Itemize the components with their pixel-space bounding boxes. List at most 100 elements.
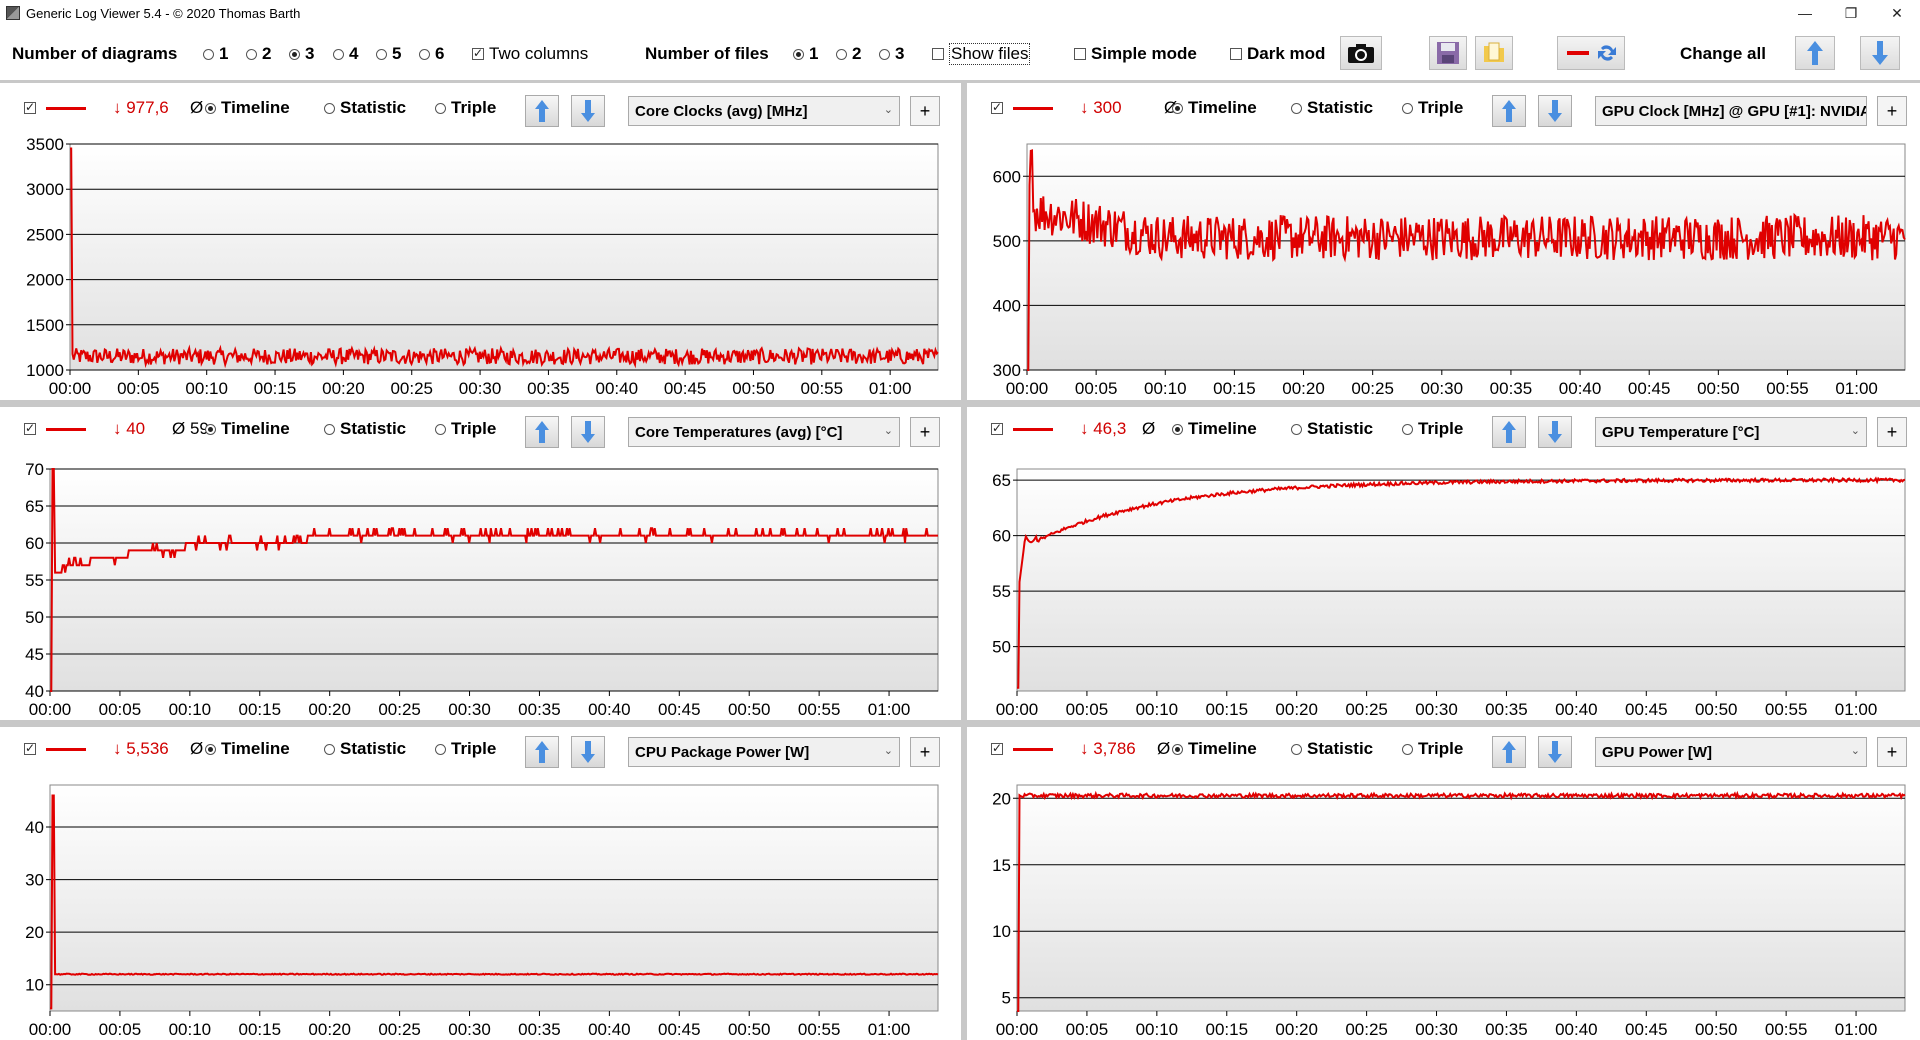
move-down-button[interactable]: [571, 95, 605, 127]
move-up-button[interactable]: [1492, 416, 1526, 448]
mode-radio-timeline[interactable]: Timeline: [205, 86, 290, 130]
mode-radio-timeline[interactable]: Timeline: [1172, 727, 1257, 771]
num-diagrams-radio-2[interactable]: 2: [246, 32, 271, 76]
arrow-down-icon: [581, 741, 595, 763]
move-down-button[interactable]: [1538, 736, 1572, 768]
two-columns-checkbox[interactable]: Two columns: [472, 32, 588, 76]
arrow-down-icon: [1872, 41, 1888, 65]
mode-radio-timeline[interactable]: Timeline: [205, 407, 290, 451]
save-button[interactable]: [1429, 36, 1467, 70]
row-divider-2[interactable]: [0, 720, 1920, 727]
x-tick-label: 00:35: [518, 1020, 561, 1039]
x-tick-label: 00:55: [798, 700, 841, 719]
mode-radio-triple[interactable]: Triple: [1402, 727, 1463, 771]
move-down-button[interactable]: [571, 416, 605, 448]
mode-radio-timeline[interactable]: Timeline: [1172, 407, 1257, 451]
x-tick-label: 00:55: [801, 379, 844, 398]
mode-radio-timeline[interactable]: Timeline: [1172, 86, 1257, 130]
close-button[interactable]: ✕: [1891, 4, 1903, 21]
mode-radio-timeline[interactable]: Timeline: [205, 727, 290, 771]
x-tick-label: 00:50: [1695, 1020, 1738, 1039]
x-tick-label: 01:00: [1835, 700, 1878, 719]
x-tick-label: 00:40: [1555, 1020, 1598, 1039]
mode-radio-statistic[interactable]: Statistic: [1291, 727, 1373, 771]
series-visible-checkbox[interactable]: [991, 407, 1008, 451]
show-files-checkbox[interactable]: Show files: [932, 32, 1031, 76]
swap-color-button[interactable]: [1557, 36, 1625, 70]
sensor-select[interactable]: GPU Clock [MHz] @ GPU [#1]: NVIDIA: ⌄: [1595, 96, 1867, 126]
add-series-button[interactable]: +: [910, 96, 940, 126]
move-down-button[interactable]: [1538, 95, 1572, 127]
sensor-select[interactable]: CPU Package Power [W] ⌄: [628, 737, 900, 767]
series-color-line[interactable]: [46, 407, 86, 451]
series-color-line[interactable]: [1013, 727, 1053, 771]
arrow-up-icon: [535, 100, 549, 122]
open-folder-button[interactable]: [1475, 36, 1513, 70]
move-all-down-button[interactable]: [1860, 36, 1900, 70]
add-series-button[interactable]: +: [1877, 96, 1907, 126]
series-visible-checkbox[interactable]: [991, 727, 1008, 771]
sensor-select[interactable]: Core Clocks (avg) [MHz] ⌄: [628, 96, 900, 126]
series-color-line[interactable]: [1013, 407, 1053, 451]
diagram-controls: ↓ 46,3 Ø Timeline Statistic Triple GPU Temper…: [967, 407, 1920, 451]
move-up-button[interactable]: [1492, 736, 1526, 768]
add-series-button[interactable]: +: [1877, 417, 1907, 447]
sensor-select[interactable]: Core Temperatures (avg) [°C] ⌄: [628, 417, 900, 447]
mode-radio-statistic[interactable]: Statistic: [324, 86, 406, 130]
move-up-button[interactable]: [525, 736, 559, 768]
series-visible-checkbox[interactable]: [24, 727, 41, 771]
mode-radio-statistic[interactable]: Statistic: [324, 407, 406, 451]
move-down-button[interactable]: [1538, 416, 1572, 448]
add-series-button[interactable]: +: [1877, 737, 1907, 767]
add-series-button[interactable]: +: [910, 737, 940, 767]
y-tick-label: 2500: [26, 225, 64, 244]
series-visible-checkbox[interactable]: [24, 407, 41, 451]
series-line: [1027, 149, 1906, 371]
num-diagrams-radio-3[interactable]: 3: [289, 32, 314, 76]
column-divider[interactable]: [961, 80, 967, 1040]
mode-radio-triple[interactable]: Triple: [1402, 407, 1463, 451]
x-tick-label: 00:10: [1136, 700, 1179, 719]
series-color-line[interactable]: [46, 86, 86, 130]
mode-radio-triple[interactable]: Triple: [435, 86, 496, 130]
simple-mode-checkbox[interactable]: Simple mode: [1074, 32, 1197, 76]
move-up-button[interactable]: [525, 95, 559, 127]
x-tick-label: 00:35: [1485, 700, 1528, 719]
num-diagrams-radio-4[interactable]: 4: [333, 32, 358, 76]
row-divider-1[interactable]: [0, 400, 1920, 407]
mode-radio-triple[interactable]: Triple: [1402, 86, 1463, 130]
mode-radio-triple[interactable]: Triple: [435, 407, 496, 451]
series-color-line[interactable]: [1013, 86, 1053, 130]
minimize-button[interactable]: —: [1798, 5, 1812, 21]
restore-button[interactable]: ❐: [1844, 4, 1858, 21]
add-series-button[interactable]: +: [910, 417, 940, 447]
screenshot-button[interactable]: [1340, 36, 1382, 70]
mode-radio-triple[interactable]: Triple: [435, 727, 496, 771]
sensor-select[interactable]: GPU Temperature [°C] ⌄: [1595, 417, 1867, 447]
move-up-button[interactable]: [525, 416, 559, 448]
move-down-button[interactable]: [571, 736, 605, 768]
num-files-radio-2[interactable]: 2: [836, 32, 861, 76]
min-value: ↓ 40: [113, 419, 146, 438]
sensor-select[interactable]: GPU Power [W] ⌄: [1595, 737, 1867, 767]
num-files-radio-1[interactable]: 1: [793, 32, 818, 76]
series-color-line[interactable]: [46, 727, 86, 771]
x-tick-label: 00:30: [1415, 1020, 1458, 1039]
mode-radio-statistic[interactable]: Statistic: [1291, 407, 1373, 451]
mode-radio-statistic[interactable]: Statistic: [324, 727, 406, 771]
x-tick-label: 00:20: [1275, 700, 1318, 719]
y-tick-label: 60: [992, 527, 1011, 546]
mode-radio-statistic[interactable]: Statistic: [1291, 86, 1373, 130]
move-up-button[interactable]: [1492, 95, 1526, 127]
x-tick-label: 00:25: [1345, 1020, 1388, 1039]
dark-mode-checkbox[interactable]: Dark mod: [1230, 32, 1325, 76]
num-diagrams-radio-6[interactable]: 6: [419, 32, 444, 76]
num-diagrams-radio-1[interactable]: 1: [203, 32, 228, 76]
move-all-up-button[interactable]: [1795, 36, 1835, 70]
x-tick-label: 01:00: [1835, 379, 1878, 398]
series-visible-checkbox[interactable]: [991, 86, 1008, 130]
num-files-radio-3[interactable]: 3: [879, 32, 904, 76]
series-visible-checkbox[interactable]: [24, 86, 41, 130]
num-diagrams-radio-5[interactable]: 5: [376, 32, 401, 76]
